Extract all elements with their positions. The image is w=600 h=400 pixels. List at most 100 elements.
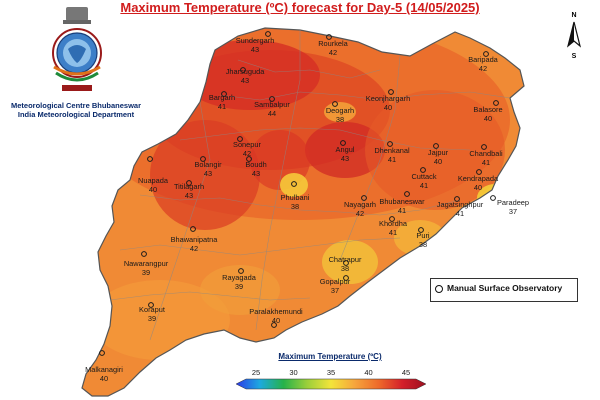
station-name: Dhenkanal: [374, 146, 410, 155]
station-temperature: 40: [474, 183, 482, 192]
station-marker: [190, 226, 196, 232]
station-name: Sonepur: [233, 140, 261, 149]
district-boundaries: [109, 30, 511, 341]
station-name: Bargarh: [209, 93, 235, 102]
station-temperature: 41: [389, 228, 397, 237]
station-name: Puri: [416, 231, 430, 240]
station-marker: [389, 216, 395, 222]
station-name: Boudh: [245, 160, 266, 169]
station-name: Nuapada: [138, 176, 169, 185]
station-temperature: 43: [252, 169, 260, 178]
station-temperature: 38: [336, 115, 344, 124]
station-marker: [186, 180, 192, 186]
station-marker: [148, 302, 154, 308]
station-name: Keonjhargarh: [366, 94, 410, 103]
station-marker: [340, 140, 346, 146]
station-marker: [483, 51, 489, 57]
station-name: Khordha: [379, 219, 408, 228]
station-name: Paralakhemundi: [249, 307, 303, 316]
stations-layer: Sundergarh43Rourkela42Jharsuguda43Bargar…: [85, 31, 529, 383]
station-name: Bhubaneswar: [379, 197, 425, 206]
station-name: Deogarh: [326, 106, 354, 115]
station-temperature: 38: [291, 202, 299, 211]
station-name: Bhawanipatna: [171, 235, 219, 244]
station-temperature: 41: [456, 209, 464, 218]
station-temperature: 40: [384, 103, 392, 112]
colorbar-tick-label: 45: [402, 368, 410, 377]
station-name: Jagatsinghpur: [437, 200, 484, 209]
station-marker: [493, 100, 499, 106]
station-name: Sundergarh: [236, 36, 275, 45]
station-name: Bolangir: [194, 160, 222, 169]
station-marker: [420, 167, 426, 173]
station-temperature: 37: [331, 286, 339, 295]
station-name: Cuttack: [411, 172, 436, 181]
station-temperature: 40: [100, 374, 108, 383]
station-marker: [404, 191, 410, 197]
station-temperature: 40: [484, 114, 492, 123]
station-temperature: 43: [251, 45, 259, 54]
station-marker: [238, 268, 244, 274]
colorbar-tick-label: 30: [289, 368, 297, 377]
station-name: Koraput: [139, 305, 165, 314]
station-marker: [418, 227, 424, 233]
station-temperature: 42: [479, 64, 487, 73]
station-marker: [476, 169, 482, 175]
station-marker: [271, 322, 277, 328]
station-temperature: 41: [388, 155, 396, 164]
station-temperature: 38: [341, 264, 349, 273]
station-temperature: 39: [148, 314, 156, 323]
station-temperature: 37: [509, 207, 517, 216]
station-temperature: 39: [235, 282, 243, 291]
colorbar-title: Maximum Temperature (ºC): [278, 352, 382, 361]
station-marker: [388, 89, 394, 95]
station-temperature: 38: [419, 240, 427, 249]
station-name: Baripada: [468, 55, 498, 64]
station-marker: [332, 101, 338, 107]
station-name: Malkanagiri: [85, 365, 123, 374]
station-marker: [147, 156, 153, 162]
colorbar-tick-label: 35: [327, 368, 335, 377]
station-name: Nawarangpur: [124, 259, 169, 268]
legend-observatory-label: Manual Surface Observatory: [447, 283, 563, 293]
station-temperature: 41: [398, 206, 406, 215]
station-marker: [490, 195, 496, 201]
org-name-line2: India Meteorological Department: [17, 110, 135, 119]
station-temperature: 40: [149, 185, 157, 194]
ashoka-emblem-logo: [52, 7, 102, 91]
station-marker: [361, 195, 367, 201]
map-legend: Manual Surface Observatory: [430, 278, 578, 302]
colorbar-tick-label: 40: [364, 368, 372, 377]
station-name: Paradeep: [497, 198, 529, 207]
north-arrow-icon: N S: [566, 12, 582, 60]
org-name-line1: Meteorological Centre Bhubaneswar: [10, 101, 142, 110]
station-marker: [433, 143, 439, 149]
station-temperature: 41: [420, 181, 428, 190]
station-temperature: 43: [341, 154, 349, 163]
station-temperature: 44: [268, 109, 276, 118]
station-temperature: 43: [241, 76, 249, 85]
station-marker: [200, 156, 206, 162]
station-temperature: 41: [482, 158, 490, 167]
